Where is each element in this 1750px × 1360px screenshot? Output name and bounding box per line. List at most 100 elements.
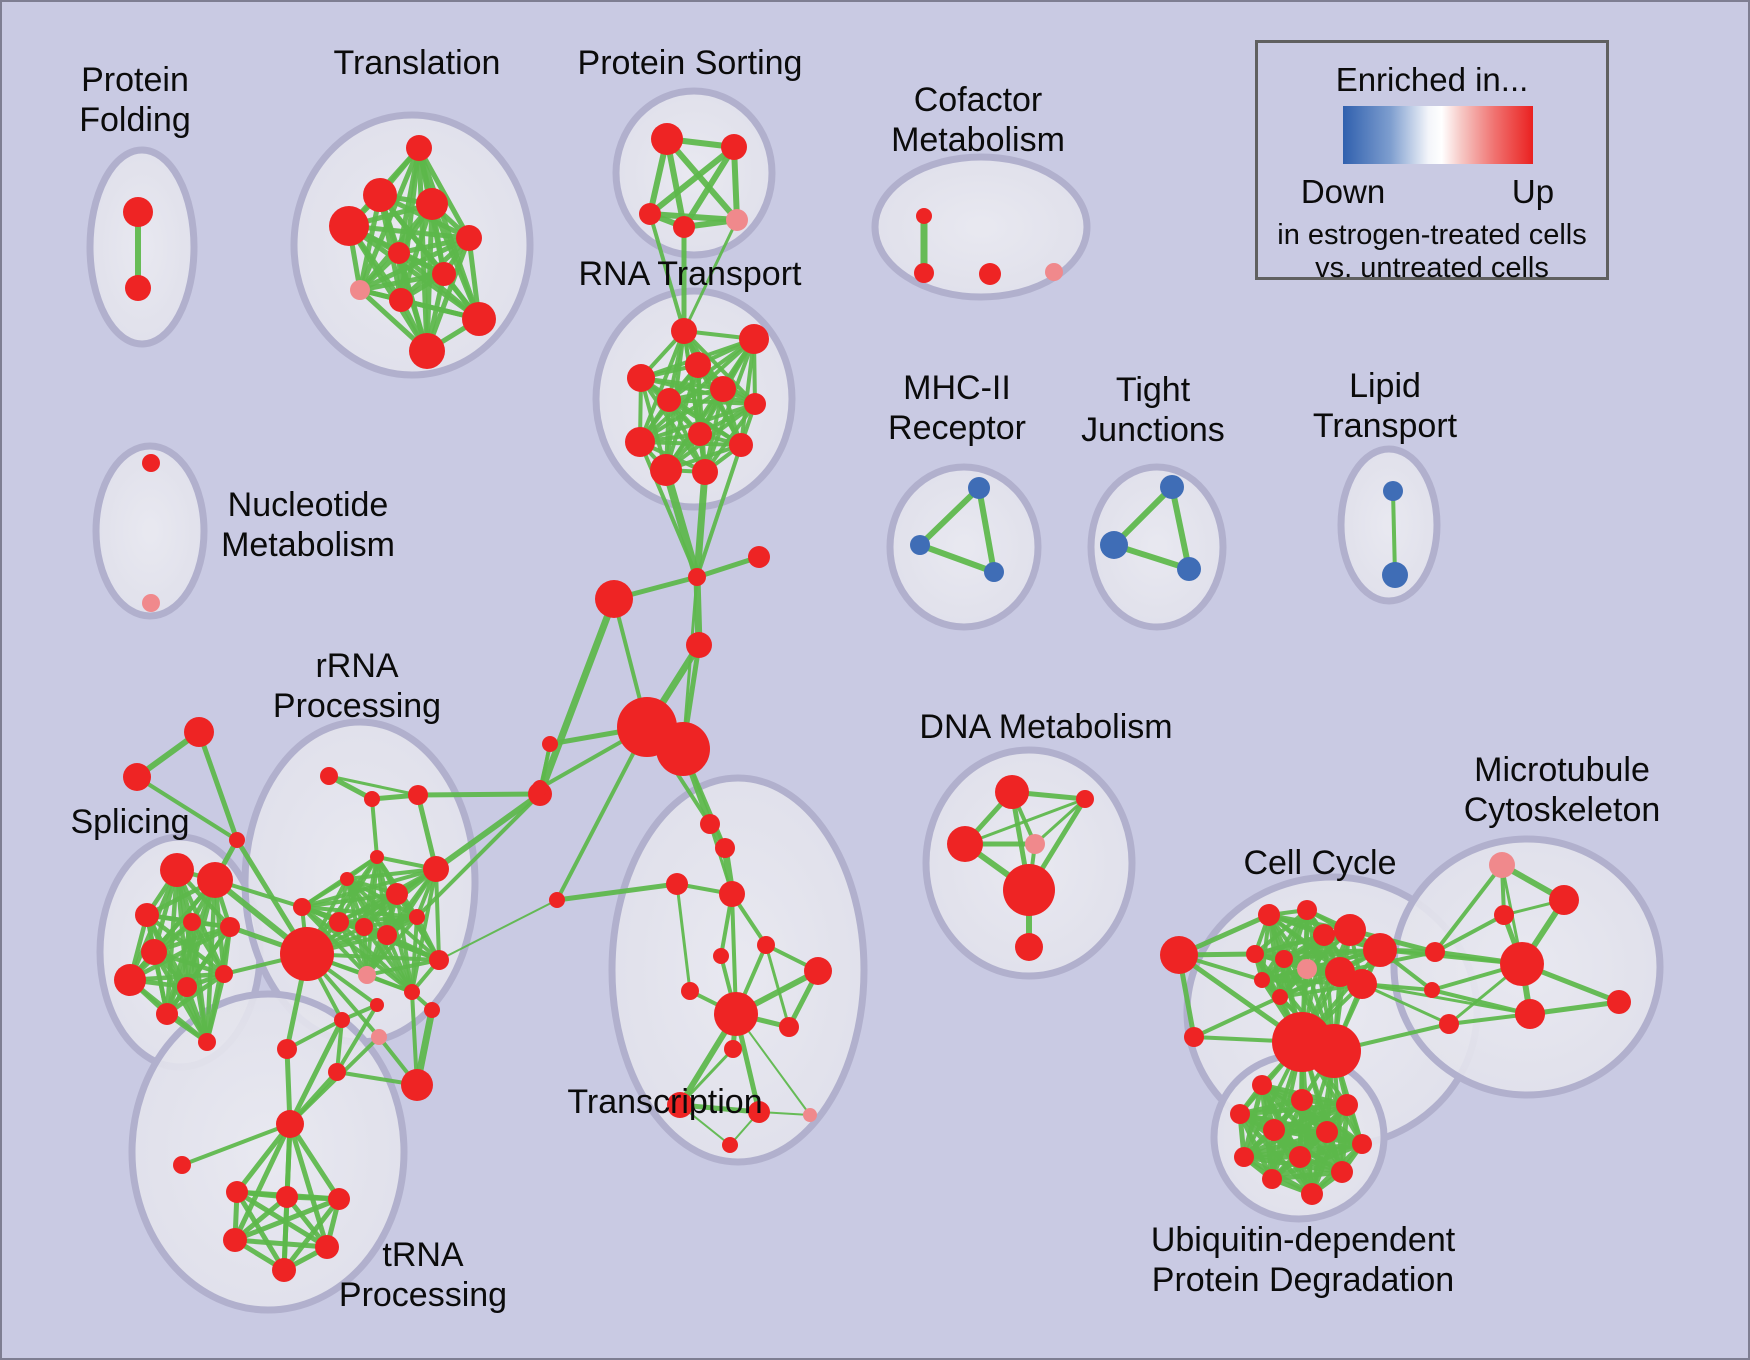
cluster-label-translation-line1: Translation — [334, 44, 501, 82]
geneset-node-rr8 — [386, 883, 408, 905]
network-edge — [135, 775, 239, 842]
cluster-label-mhc-ii-receptor-line2: Receptor — [888, 409, 1026, 447]
network-edge — [739, 337, 756, 447]
cluster-label-microtubule-cytoskeleton-line1: Microtubule — [1474, 751, 1650, 789]
network-edge — [300, 905, 419, 919]
geneset-node-sp10 — [156, 1003, 178, 1025]
network-edge — [555, 725, 649, 902]
network-edge — [365, 958, 441, 977]
geneset-node-th1 — [276, 1110, 304, 1138]
network-edge — [370, 797, 379, 859]
geneset-node-ln1 — [542, 736, 558, 752]
geneset-node-sp4 — [183, 913, 201, 931]
geneset-node-br2 — [1424, 982, 1440, 998]
legend-title: Enriched in... — [1335, 61, 1529, 98]
geneset-node-cf2 — [914, 263, 934, 283]
geneset-node-tc1 — [700, 814, 720, 834]
network-edge — [681, 575, 699, 751]
geneset-node-dm4 — [1025, 834, 1045, 854]
geneset-node-t7 — [432, 262, 456, 286]
cluster-label-cofactor-metabolism-line2: Metabolism — [891, 121, 1065, 159]
cluster-label-dna-metabolism-line1: DNA Metabolism — [919, 708, 1172, 746]
geneset-node-sp5 — [220, 917, 240, 937]
geneset-node-rr9 — [293, 898, 311, 916]
geneset-node-t6 — [388, 242, 410, 264]
geneset-node-bc1 — [688, 568, 706, 586]
network-edge — [662, 466, 701, 581]
geneset-node-tc11 — [724, 1040, 742, 1058]
geneset-node-rt3 — [685, 352, 711, 378]
network-edge — [287, 1121, 342, 1202]
geneset-node-rt7 — [744, 393, 766, 415]
cluster-label-nucleotide-metabolism-line2: Metabolism — [221, 526, 395, 564]
network-edge — [196, 729, 240, 843]
network-edge — [415, 791, 543, 798]
geneset-node-t5 — [456, 225, 482, 251]
geneset-node-tc13 — [748, 1101, 770, 1123]
geneset-node-tn6 — [272, 1258, 296, 1282]
geneset-node-nm2 — [142, 594, 160, 612]
geneset-node-tc6 — [713, 948, 729, 964]
geneset-node-sp9 — [215, 965, 233, 983]
geneset-node-t11 — [409, 333, 445, 369]
network-edge — [1169, 484, 1192, 572]
geneset-node-cc11 — [1313, 924, 1335, 946]
geneset-node-tr2 — [123, 763, 151, 791]
geneset-node-mt6 — [1607, 990, 1631, 1014]
geneset-node-cc3 — [1258, 904, 1280, 926]
network-edge — [1378, 948, 1524, 966]
geneset-node-nm1 — [142, 454, 160, 472]
geneset-node-t2 — [363, 178, 397, 212]
geneset-node-lt1 — [1383, 481, 1403, 501]
network-edge — [232, 1237, 330, 1250]
geneset-node-sp1 — [160, 853, 194, 887]
geneset-node-pf1 — [123, 197, 153, 227]
network-edge — [963, 797, 1087, 846]
geneset-node-tn1 — [226, 1181, 248, 1203]
node-layer — [114, 123, 1631, 1282]
geneset-node-sp7 — [114, 964, 146, 996]
geneset-node-ti1 — [173, 1156, 191, 1174]
network-edge — [410, 915, 419, 994]
network-edge — [703, 402, 757, 474]
geneset-node-ps2 — [721, 134, 747, 160]
geneset-node-cf4 — [1045, 263, 1063, 281]
cluster-label-protein-sorting-line1: Protein Sorting — [578, 44, 803, 82]
geneset-node-cc13 — [1325, 957, 1355, 987]
geneset-node-ps1 — [651, 123, 683, 155]
cluster-label-trna-processing-line2: Processing — [339, 1276, 507, 1314]
network-edge — [917, 542, 997, 575]
geneset-node-tc12 — [667, 1092, 693, 1118]
geneset-node-sp8 — [177, 977, 197, 997]
geneset-node-tc3 — [666, 873, 688, 895]
network-edge — [189, 919, 227, 977]
cluster-label-transcription-line1: Transcription — [567, 1083, 762, 1121]
network-edge — [365, 915, 419, 977]
geneset-node-rt4 — [627, 364, 655, 392]
geneset-node-dm6 — [1015, 933, 1043, 961]
cluster-label-cofactor-metabolism-line1: Cofactor — [914, 81, 1043, 119]
network-edge — [1433, 863, 1504, 954]
network-edge — [416, 145, 472, 241]
geneset-node-ub9 — [1289, 1146, 1311, 1168]
geneset-node-rr12 — [377, 925, 397, 945]
network-edge — [357, 271, 447, 293]
network-edge — [127, 924, 233, 983]
network-edge — [164, 971, 227, 1017]
network-edge — [234, 1121, 293, 1195]
geneset-node-rr6 — [370, 850, 384, 864]
network-edge — [1433, 913, 1506, 954]
geneset-node-rr17 — [404, 984, 420, 1000]
geneset-node-lt2 — [1382, 562, 1408, 588]
network-edge — [675, 882, 692, 993]
geneset-node-mb1 — [328, 1063, 346, 1081]
geneset-node-cf3 — [979, 263, 1001, 285]
network-edge — [281, 1194, 290, 1273]
geneset-node-cc16 — [1307, 1024, 1361, 1078]
network-edge — [664, 136, 740, 223]
network-edge — [204, 971, 227, 1045]
geneset-node-ub3 — [1336, 1094, 1358, 1116]
geneset-node-rr13 — [409, 909, 425, 925]
network-edge — [281, 1196, 342, 1273]
